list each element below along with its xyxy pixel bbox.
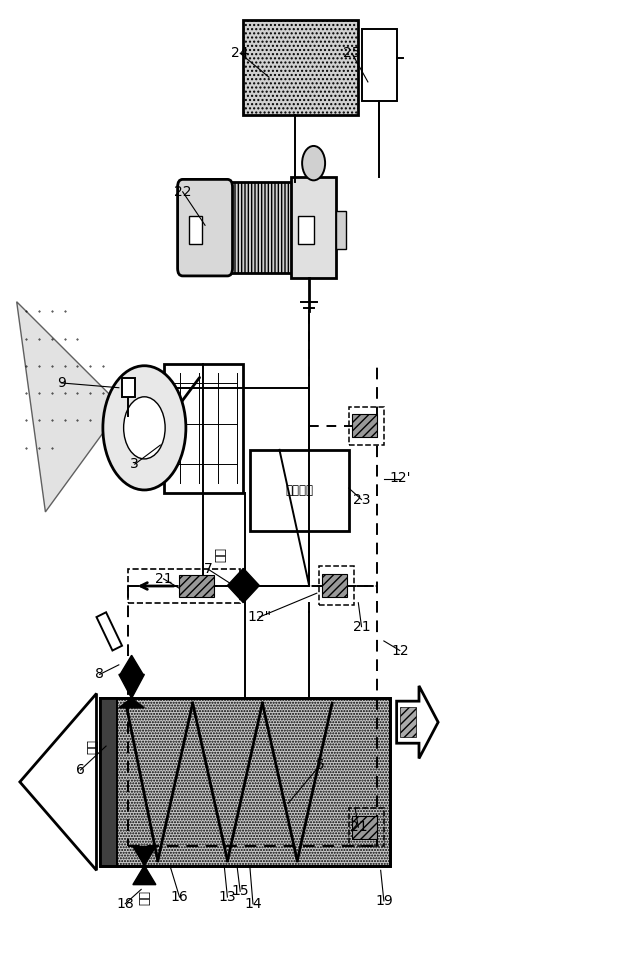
Polygon shape bbox=[227, 568, 243, 603]
Text: 13: 13 bbox=[219, 890, 236, 904]
Bar bbox=[221, 182, 298, 273]
Text: 7: 7 bbox=[204, 563, 212, 576]
FancyBboxPatch shape bbox=[177, 179, 232, 276]
Text: 14: 14 bbox=[244, 897, 262, 911]
Bar bbox=[179, 574, 214, 597]
Bar bbox=[322, 574, 348, 597]
Text: 閉止: 閉止 bbox=[138, 890, 151, 904]
Text: 12: 12 bbox=[391, 643, 408, 657]
Circle shape bbox=[103, 366, 186, 490]
Bar bbox=[100, 699, 390, 865]
Text: 12": 12" bbox=[247, 610, 271, 624]
Bar bbox=[250, 450, 349, 531]
Bar bbox=[352, 414, 378, 437]
Text: 12': 12' bbox=[389, 472, 411, 485]
Text: 制御装置: 制御装置 bbox=[285, 484, 313, 497]
Text: 15: 15 bbox=[232, 884, 249, 899]
Polygon shape bbox=[119, 675, 145, 699]
Text: 9: 9 bbox=[57, 376, 66, 389]
Text: 5: 5 bbox=[316, 758, 324, 772]
Text: 16: 16 bbox=[171, 890, 188, 904]
Bar bbox=[189, 215, 202, 244]
Polygon shape bbox=[20, 694, 97, 870]
Text: 8: 8 bbox=[95, 667, 104, 681]
Text: 24: 24 bbox=[232, 46, 249, 60]
Text: 閉止: 閉止 bbox=[87, 739, 100, 753]
Polygon shape bbox=[119, 699, 145, 708]
Bar bbox=[349, 407, 384, 445]
Polygon shape bbox=[133, 846, 156, 865]
Text: 6: 6 bbox=[76, 763, 85, 777]
Bar bbox=[243, 20, 358, 116]
Text: 23: 23 bbox=[353, 493, 371, 506]
Bar bbox=[148, 373, 164, 483]
Bar bbox=[129, 569, 240, 603]
Polygon shape bbox=[243, 568, 259, 603]
Polygon shape bbox=[120, 656, 143, 675]
Text: 25: 25 bbox=[343, 46, 361, 60]
Bar bbox=[362, 30, 397, 101]
Bar bbox=[100, 699, 117, 865]
Bar bbox=[400, 707, 416, 738]
Bar bbox=[352, 815, 378, 838]
Polygon shape bbox=[397, 686, 438, 759]
Bar bbox=[349, 808, 384, 846]
Polygon shape bbox=[97, 612, 122, 651]
Bar bbox=[319, 567, 354, 605]
Circle shape bbox=[302, 146, 325, 180]
Bar bbox=[100, 699, 390, 865]
Polygon shape bbox=[17, 301, 122, 512]
Bar bbox=[291, 177, 336, 278]
Polygon shape bbox=[133, 865, 156, 884]
Text: 19: 19 bbox=[375, 894, 393, 908]
Text: 18: 18 bbox=[116, 897, 134, 911]
Text: 21: 21 bbox=[155, 572, 172, 586]
Text: 3: 3 bbox=[131, 457, 139, 471]
Bar bbox=[298, 215, 314, 244]
Text: 22: 22 bbox=[174, 185, 191, 199]
Bar bbox=[336, 211, 346, 249]
Text: 21: 21 bbox=[349, 820, 367, 835]
Bar bbox=[122, 378, 135, 397]
Circle shape bbox=[124, 397, 165, 459]
Text: 21: 21 bbox=[353, 619, 371, 634]
Text: 開放: 開放 bbox=[214, 547, 227, 563]
Bar bbox=[164, 364, 243, 493]
